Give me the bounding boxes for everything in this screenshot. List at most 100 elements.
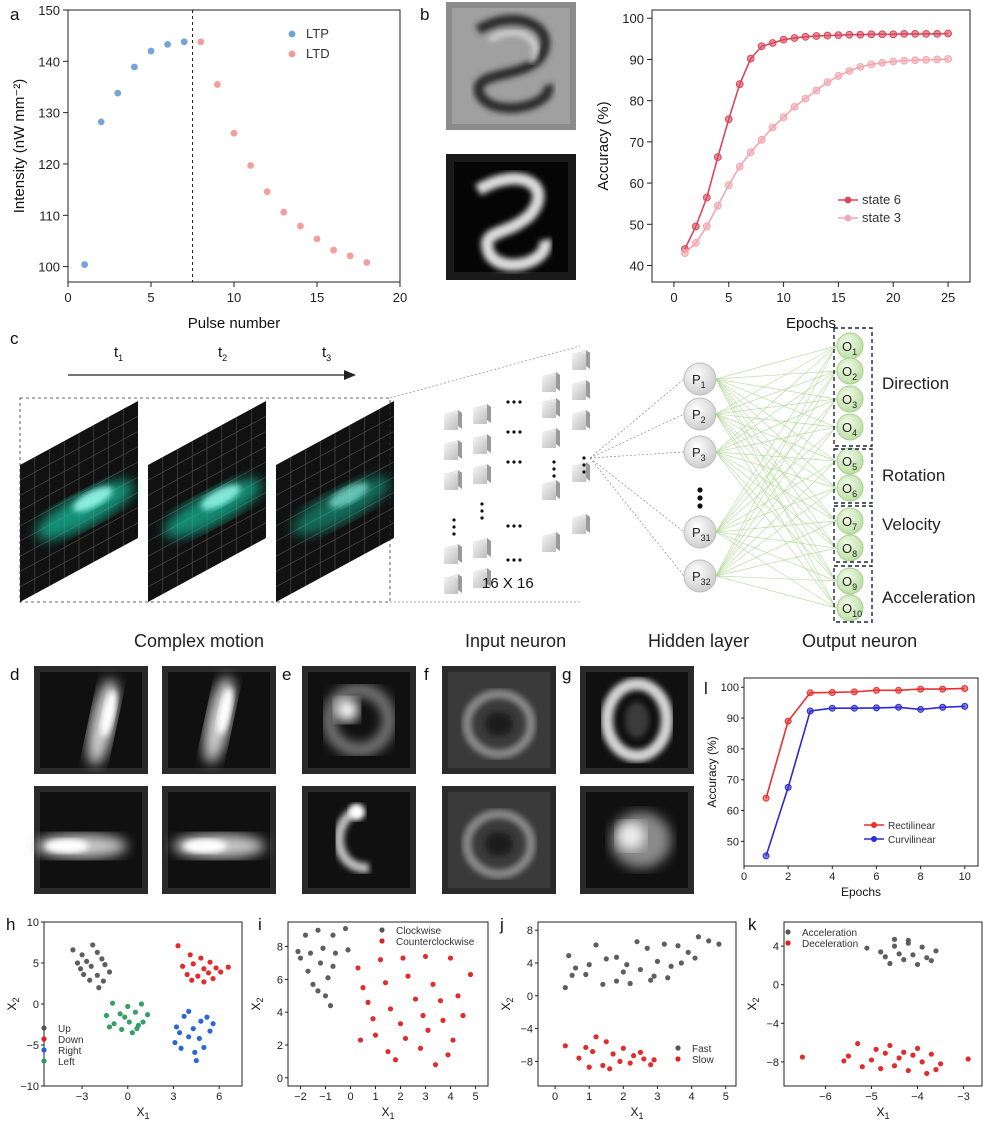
data-point (757, 135, 766, 144)
data-point (405, 973, 411, 979)
data-point (933, 55, 942, 64)
hidden-output-link (715, 345, 837, 380)
group-box-rotation (833, 448, 873, 504)
data-point (201, 966, 207, 972)
data-point (175, 943, 181, 949)
input-neuron-tile (542, 428, 560, 448)
x-tick-label: 5 (147, 290, 154, 305)
data-point (746, 54, 755, 63)
data-point (799, 1054, 806, 1060)
data-point (961, 702, 969, 710)
legend-label: Right (58, 1046, 82, 1057)
data-point (193, 1057, 199, 1064)
ellipsis-dot (452, 518, 456, 522)
data-point (297, 222, 304, 230)
data-point (97, 118, 105, 126)
y-tick-label: 5 (33, 958, 39, 970)
panel-label-h: h (6, 915, 15, 934)
y-tick-label: 6 (277, 974, 283, 986)
data-point (762, 852, 770, 860)
group-box-velocity (833, 505, 873, 563)
output-node-label: O4 (842, 420, 857, 438)
x-tick-label: 1 (586, 1091, 592, 1103)
hidden-node-circle (683, 435, 717, 469)
data-point (878, 1066, 884, 1072)
y-tick-label: 80 (630, 94, 644, 109)
x-tick-label: 10 (227, 290, 241, 305)
data-point (307, 950, 314, 956)
hidden-node: P2 (683, 397, 717, 431)
data-point (198, 1018, 204, 1024)
hidden-output-link (715, 378, 837, 582)
hidden-output-link (715, 547, 837, 577)
data-point (114, 89, 122, 97)
data-point (627, 980, 633, 987)
y-tick-label: 10 (27, 917, 39, 929)
input-neuron-tile (572, 380, 590, 400)
hidden-output-link (715, 378, 837, 400)
data-point (603, 1039, 609, 1045)
hidden-layer-nodes: P1 P2 P3 P31 P32 (683, 362, 717, 593)
data-point (445, 1052, 451, 1058)
data-point (933, 1067, 939, 1073)
legend-label: Slow (692, 1055, 714, 1066)
data-point (850, 704, 858, 712)
output-node-circle (836, 474, 864, 502)
data-point (420, 1012, 426, 1019)
x-tick-label: 15 (310, 290, 324, 305)
output-node-label: O10 (842, 601, 862, 619)
output-node-circle (836, 594, 864, 622)
hidden-output-link (715, 460, 837, 577)
x-tick-label: 10 (776, 290, 790, 305)
chart-l-accuracy-epochs: 0 2 4 6 8 10 50 60 70 80 90 100 Epochs Accuracy (%) Re… (705, 677, 979, 899)
data-point (322, 993, 329, 999)
series-state-6 (680, 29, 952, 253)
time-label-3: t3 (322, 344, 331, 363)
hidden-output-link (715, 575, 837, 582)
y-tick-label: 40 (630, 259, 644, 274)
series-ltd (197, 38, 371, 266)
series-up (70, 942, 113, 991)
x-tick-label: −5 (865, 1091, 878, 1103)
input-hidden-link (589, 378, 685, 459)
output-node-circle (836, 567, 864, 595)
data-point (937, 1061, 944, 1067)
data-point (702, 193, 711, 202)
y-tick-label: 8 (527, 925, 533, 937)
feature-map-images (34, 666, 694, 894)
input-neuron-tile (542, 398, 560, 418)
data-point (198, 955, 204, 961)
ellipsis-dot (512, 558, 516, 562)
y-tick-label: −8 (520, 1056, 533, 1068)
hidden-output-link (715, 370, 837, 380)
data-point (147, 47, 155, 55)
y-axis-label: X2 (249, 997, 265, 1010)
legend-label: Down (58, 1035, 84, 1046)
group-box-direction (833, 327, 873, 447)
panel-label-j: j (499, 915, 504, 934)
data-point (181, 1013, 187, 1019)
output-node-circle (836, 447, 864, 475)
input-neuron-tile (473, 434, 491, 454)
x-tick-label: 0 (64, 290, 71, 305)
data-point (190, 1026, 196, 1032)
data-point (882, 954, 888, 960)
data-point (140, 1019, 146, 1025)
data-point (593, 1034, 599, 1040)
series-line (684, 32, 949, 250)
group-label-velocity: Velocity (882, 515, 941, 534)
output-node: O3 (836, 385, 864, 413)
data-point (572, 965, 579, 971)
x-tick-label: 0 (670, 290, 677, 305)
data-point (757, 42, 766, 51)
data-point (225, 964, 231, 970)
data-point (295, 948, 301, 955)
data-point (87, 977, 93, 983)
x-tick-label: −1 (319, 1091, 332, 1103)
data-point (784, 717, 792, 725)
x-tick-label: 5 (725, 290, 732, 305)
legend-label: Clockwise (396, 926, 441, 937)
x-tick-label: −6 (819, 1091, 832, 1103)
data-point (402, 1035, 409, 1042)
